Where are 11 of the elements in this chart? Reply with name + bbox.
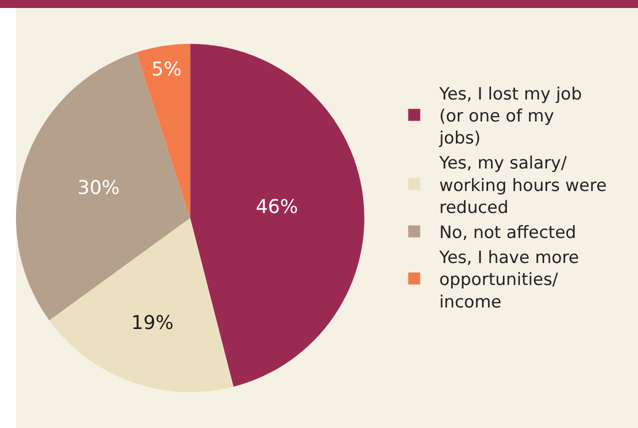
pie-slice: [49, 218, 234, 392]
data-label: 19%: [131, 312, 174, 334]
legend-label: Yes, I lost my job (or one of my jobs): [438, 84, 582, 149]
data-label: 30%: [77, 177, 120, 200]
pie-slice: [136, 44, 190, 218]
data-label: 46%: [256, 196, 298, 218]
data-label: 5%: [152, 58, 182, 80]
pie-slice: [190, 44, 364, 387]
legend-label: Yes, my salary/ working hours were reduced: [438, 154, 607, 218]
legend-label: Yes, I have more opportunities/ income: [438, 248, 580, 312]
legend-label: No, not affected: [439, 222, 576, 243]
